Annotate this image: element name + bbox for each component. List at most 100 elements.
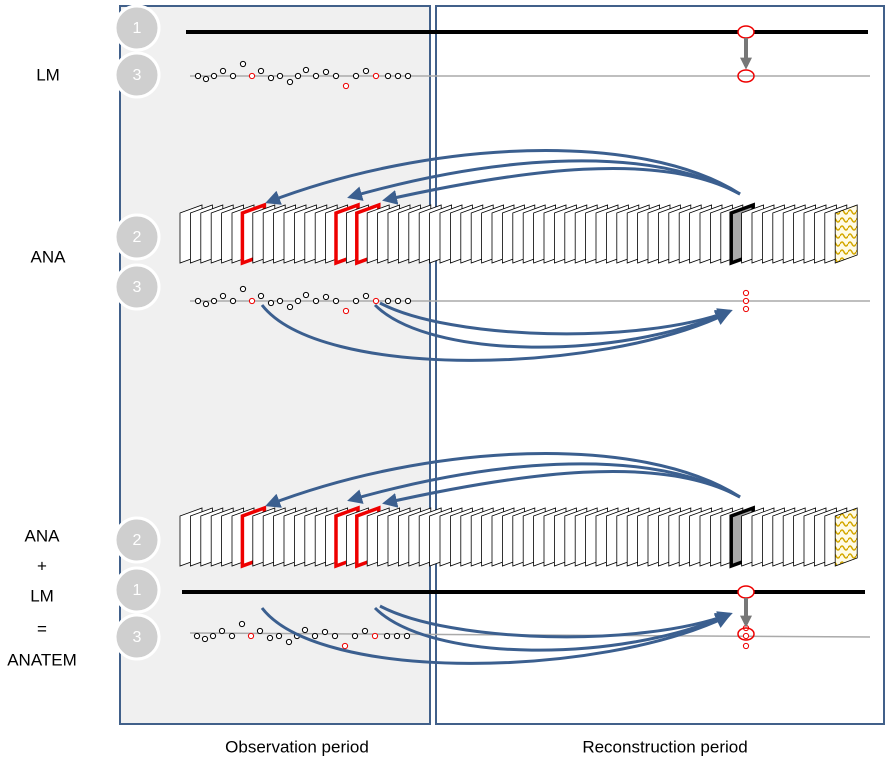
obs-point <box>332 297 340 305</box>
badge-number: 3 <box>133 67 142 84</box>
lm-oval <box>737 585 755 599</box>
badge-circle <box>113 613 161 661</box>
recon-point <box>742 305 750 313</box>
badge-number: 1 <box>133 20 142 37</box>
obs-point <box>256 627 264 635</box>
recon-point <box>742 632 750 640</box>
obs-point <box>394 72 402 80</box>
arrow <box>379 604 733 639</box>
obs-point <box>301 626 309 634</box>
recon-point <box>742 289 750 297</box>
obs-point <box>342 307 350 315</box>
obs-point <box>322 68 330 76</box>
badge-circle <box>113 566 161 614</box>
obs-point <box>352 72 360 80</box>
arrow <box>373 606 731 652</box>
arrow <box>373 303 731 349</box>
badge: 2 <box>113 516 161 564</box>
obs-point <box>352 297 360 305</box>
period-label: Observation period <box>225 737 369 756</box>
recon-point <box>742 297 750 305</box>
arrow <box>265 452 741 508</box>
badge: 1 <box>113 4 161 52</box>
arrow <box>379 301 733 336</box>
badge-circle <box>113 263 161 311</box>
frame <box>834 507 858 567</box>
obs-point <box>342 82 350 90</box>
obs-point <box>321 628 329 636</box>
obs-point <box>201 635 209 643</box>
arrow <box>382 166 741 205</box>
obs-point <box>229 72 237 80</box>
obs-point <box>311 632 319 640</box>
badge-number: 3 <box>133 629 142 646</box>
label: LM <box>36 65 60 84</box>
obs-point <box>286 78 294 86</box>
badge-number: 2 <box>133 229 142 246</box>
obs-point <box>202 300 210 308</box>
obs-point <box>393 632 401 640</box>
obs-point <box>286 303 294 311</box>
obs-point <box>248 72 256 80</box>
obs-point <box>351 632 359 640</box>
badge: 2 <box>113 213 161 261</box>
obs-point <box>276 72 284 80</box>
obs-point <box>312 297 320 305</box>
recon-point <box>742 642 750 650</box>
obs-point <box>229 297 237 305</box>
obs-point <box>276 297 284 305</box>
badge-number: 1 <box>133 582 142 599</box>
obs-point <box>341 642 349 650</box>
obs-point <box>267 74 275 82</box>
reconstruction-box <box>435 5 885 725</box>
obs-point <box>266 634 274 642</box>
obs-point <box>209 632 217 640</box>
obs-point <box>332 72 340 80</box>
badge: 3 <box>113 613 161 661</box>
obs-point <box>194 297 202 305</box>
badge-number: 3 <box>133 279 142 296</box>
obs-point <box>238 620 246 628</box>
obs-point <box>302 66 310 74</box>
arrow <box>260 304 731 362</box>
obs-point <box>362 292 370 300</box>
lm-oval <box>737 69 755 83</box>
obs-point <box>257 67 265 75</box>
badge-circle <box>113 516 161 564</box>
label: ANA <box>25 526 61 545</box>
obs-point <box>285 638 293 646</box>
obs-point <box>219 292 227 300</box>
obs-point <box>302 291 310 299</box>
obs-point <box>361 627 369 635</box>
observation-box <box>119 5 431 725</box>
badge-number: 2 <box>133 532 142 549</box>
lm-oval <box>737 627 755 641</box>
badge: 3 <box>113 51 161 99</box>
badge-circle <box>113 213 161 261</box>
arrow <box>260 607 731 665</box>
badge: 1 <box>113 566 161 614</box>
period-label: Reconstruction period <box>582 737 747 756</box>
obs-point <box>210 297 218 305</box>
obs-point <box>372 72 380 80</box>
label: ANA <box>31 247 67 266</box>
obs-point <box>202 75 210 83</box>
label: = <box>37 619 47 638</box>
obs-point <box>384 72 392 80</box>
badge-circle <box>113 51 161 99</box>
obs-point <box>384 297 392 305</box>
obs-point <box>193 632 201 640</box>
obs-point <box>403 632 411 640</box>
obs-point <box>362 67 370 75</box>
obs-point <box>383 632 391 640</box>
label: + <box>37 556 47 575</box>
lm-oval <box>737 25 755 39</box>
obs-point <box>394 297 402 305</box>
arrow <box>265 149 741 205</box>
label: LM <box>30 586 54 605</box>
obs-point <box>218 627 226 635</box>
label: ANATEM <box>7 650 77 669</box>
obs-point <box>312 72 320 80</box>
obs-point <box>194 72 202 80</box>
obs-point <box>247 632 255 640</box>
